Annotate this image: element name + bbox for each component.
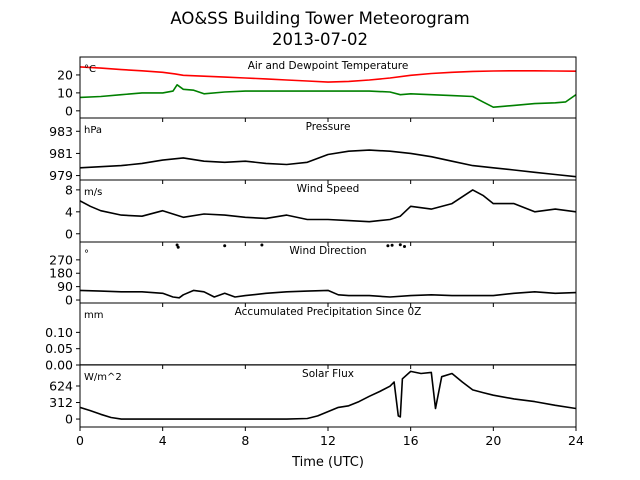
- wind_direction-outlier-point: [176, 245, 180, 249]
- wind_direction-series-line-0: [80, 289, 576, 299]
- wind_direction-ytick-label: 90: [57, 279, 73, 294]
- wind_direction-outlier-point: [390, 243, 394, 247]
- wind_direction-ytick-label: 270: [49, 252, 73, 267]
- pressure-series-line-0: [80, 149, 576, 178]
- precipitation-panel-title: Accumulated Precipitation Since 0Z: [235, 306, 422, 318]
- wind_speed-ytick-label: 4: [65, 204, 73, 219]
- x-tick-label: 16: [403, 433, 419, 448]
- wind_direction-ytick-label: 0: [65, 293, 73, 308]
- x-axis-label: Time (UTC): [291, 455, 364, 470]
- pressure-ytick-label: 981: [49, 146, 73, 161]
- figure-title-line1: AO&SS Building Tower Meteorogram: [170, 9, 469, 28]
- pressure-panel-title: Pressure: [306, 121, 351, 133]
- x-axis: 0 4 8 12 16 20 24: [76, 427, 584, 448]
- wind_direction-outlier-point: [398, 243, 402, 247]
- panel-temperature: 0 10 20 Air and Dewpoint Temperature °C: [57, 56, 577, 122]
- solar_flux-panel-title: Solar Flux: [302, 368, 354, 380]
- pressure-ytick-label: 983: [49, 124, 73, 139]
- x-tick-label: 24: [568, 433, 584, 448]
- wind_direction-ytick-label: 180: [49, 266, 73, 281]
- wind_speed-ytick-label: 8: [65, 182, 73, 197]
- solar_flux-ytick-label: 0: [65, 412, 73, 427]
- pressure-ytick-label: 979: [49, 168, 73, 183]
- temperature-panel-title: Air and Dewpoint Temperature: [248, 60, 409, 72]
- wind_direction-panel-title: Wind Direction: [289, 245, 366, 257]
- temperature-ytick-label: 20: [57, 67, 73, 82]
- temperature-unit-label: °C: [84, 64, 96, 75]
- figure-title-line2: 2013-07-02: [272, 30, 368, 49]
- x-tick-label: 0: [76, 433, 84, 448]
- solar_flux-ytick-label: 312: [49, 395, 73, 410]
- wind_direction-unit-label: °: [84, 249, 89, 260]
- precipitation-ytick-label: 0.10: [45, 325, 73, 340]
- temperature-ytick-label: 0: [65, 103, 73, 118]
- temperature-series-line-0: [80, 66, 576, 83]
- wind_speed-unit-label: m/s: [84, 187, 102, 198]
- wind_direction-outlier-point: [403, 245, 406, 248]
- x-tick-label: 20: [485, 433, 501, 448]
- precipitation-unit-label: mm: [84, 310, 103, 321]
- pressure-unit-label: hPa: [84, 125, 102, 136]
- wind_speed-series-line-0: [80, 189, 576, 223]
- x-tick-label: 8: [241, 433, 249, 448]
- precipitation-ytick-label: 0.05: [45, 341, 73, 356]
- solar_flux-series-line-0: [80, 370, 576, 420]
- solar_flux-ytick-label: 624: [49, 378, 73, 393]
- panel-solar_flux: 0 312 624 Solar Flux W/m^2: [49, 364, 577, 428]
- wind_direction-outlier-point: [386, 244, 390, 248]
- wind_direction-outlier-point: [260, 243, 264, 247]
- temperature-series-line-1: [80, 84, 576, 108]
- wind_speed-ytick-label: 0: [65, 226, 73, 241]
- precipitation-ytick-label: 0.00: [45, 358, 73, 373]
- panel-pressure: 979 981 983 Pressure hPa: [49, 117, 577, 184]
- temperature-ytick-label: 10: [57, 85, 73, 100]
- wind_speed-panel-title: Wind Speed: [297, 183, 360, 195]
- solar_flux-unit-label: W/m^2: [84, 372, 122, 383]
- x-tick-label: 4: [159, 433, 167, 448]
- panels-group: 0 10 20 Air and Dewpoint Temperature °C 979 98…: [45, 56, 577, 428]
- x-tick-label: 12: [320, 433, 336, 448]
- wind_direction-outlier-point: [223, 244, 227, 248]
- panel-precipitation: 0.00 0.050.10 Accumulated Precipitation Si…: [45, 302, 577, 373]
